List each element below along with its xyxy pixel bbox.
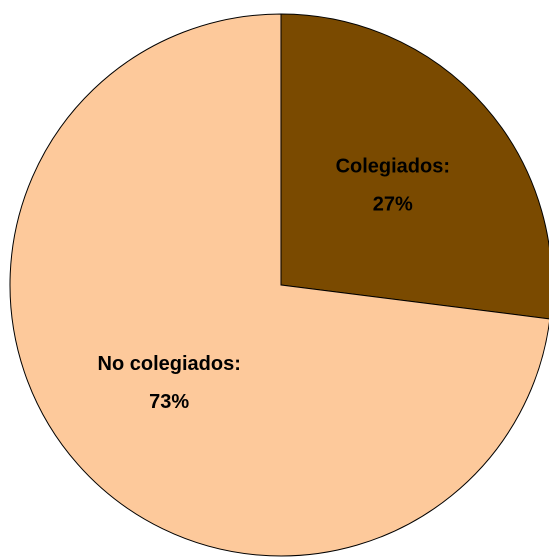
slice-value: 73% bbox=[149, 391, 189, 413]
pie-slice bbox=[280, 13, 549, 320]
slice-label: Colegiados: bbox=[336, 156, 450, 178]
pie-slice bbox=[9, 13, 549, 557]
slice-value: 27% bbox=[373, 194, 413, 216]
slice-label: No colegiados: bbox=[98, 353, 241, 375]
